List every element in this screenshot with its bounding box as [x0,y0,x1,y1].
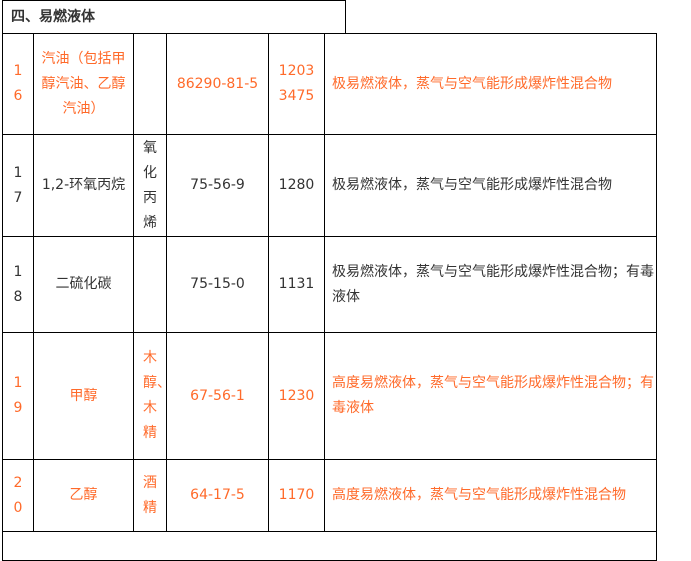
cell-un: 1170 [268,459,325,532]
cell-text: 氧化丙烯 [143,139,157,231]
cell-text: 1230 [278,387,315,404]
cell-un: 1230 [268,332,325,460]
cell-text: 高度易燃液体，蒸气与空气能形成爆炸性混合物；有毒液体 [332,375,654,416]
cell-alias [133,236,167,333]
cell-no: 18 [2,236,34,333]
cell-text: 二硫化碳 [55,276,112,292]
cell-cas: 75-56-9 [166,134,269,237]
section-title: 四、易燃液体 [2,0,346,34]
cell-desc: 极易燃液体，蒸气与空气能形成爆炸性混合物 [324,134,657,237]
cell-text: 20 [13,474,23,516]
cell-no: 16 [2,33,34,135]
cell-cas: 64-17-5 [166,459,269,532]
cell-no: 19 [2,332,34,460]
cell-name: 二硫化碳 [33,236,134,333]
cell-text: 1203 3475 [278,63,315,104]
cell-text: 1170 [278,487,315,503]
divider [345,0,346,34]
cell-text: 1,2-环氧丙烷 [41,177,126,193]
cell-no: 17 [2,134,34,237]
cell-text: 甲醇 [69,387,98,404]
cell-cas: 86290-81-5 [166,33,269,135]
cell-text: 18 [13,263,23,305]
cell-text: 极易燃液体，蒸气与空气能形成爆炸性混合物 [332,177,612,193]
cell-text: 19 [13,375,23,416]
cell-desc: 极易燃液体，蒸气与空气能形成爆炸性混合物；有毒液体 [324,236,657,333]
cell-text: 1280 [278,177,315,193]
cell-name: 乙醇 [33,459,134,532]
cell-text: 64-17-5 [190,487,245,503]
cell-alias: 木醇、木精 [133,332,171,460]
cell-desc: 高度易燃液体，蒸气与空气能形成爆炸性混合物 [324,459,657,532]
cell-text: 86290-81-5 [176,75,259,92]
cell-text: 高度易燃液体，蒸气与空气能形成爆炸性混合物 [332,487,626,503]
cell-text: 67-56-1 [190,387,245,404]
cell-un: 1131 [268,236,325,333]
cell-un: 1280 [268,134,325,237]
cell-text: 汽油（包括甲醇汽油、乙醇汽油） [41,50,126,117]
cell-text: 1131 [278,276,315,292]
cell-un: 1203 3475 [268,33,325,135]
cell-cas: 67-56-1 [166,332,269,460]
cell-text: 极易燃液体，蒸气与空气能形成爆炸性混合物；有毒液体 [332,263,654,305]
cell-text: 酒精 [143,474,157,516]
cell-text: 75-15-0 [190,276,245,292]
cell-name: 甲醇 [33,332,134,460]
cell-alias [133,33,167,135]
cell-alias: 酒精 [133,459,167,532]
cell-text: 极易燃液体，蒸气与空气能形成爆炸性混合物 [332,75,612,92]
cell-desc: 极易燃液体，蒸气与空气能形成爆炸性混合物 [324,33,657,135]
cell-name: 汽油（包括甲醇汽油、乙醇汽油） [33,33,134,135]
cell-text: 75-56-9 [190,177,245,193]
cell-no: 20 [2,459,34,532]
cell-text: 木醇、木精 [143,350,171,441]
cell-desc: 高度易燃液体，蒸气与空气能形成爆炸性混合物；有毒液体 [324,332,657,460]
cell-text: 16 [13,63,23,104]
cell-alias: 氧化丙烯 [133,134,167,237]
cell-name: 1,2-环氧丙烷 [33,134,134,237]
cell-cas: 75-15-0 [166,236,269,333]
cell-text: 17 [13,164,23,206]
cell-text: 乙醇 [69,487,98,503]
